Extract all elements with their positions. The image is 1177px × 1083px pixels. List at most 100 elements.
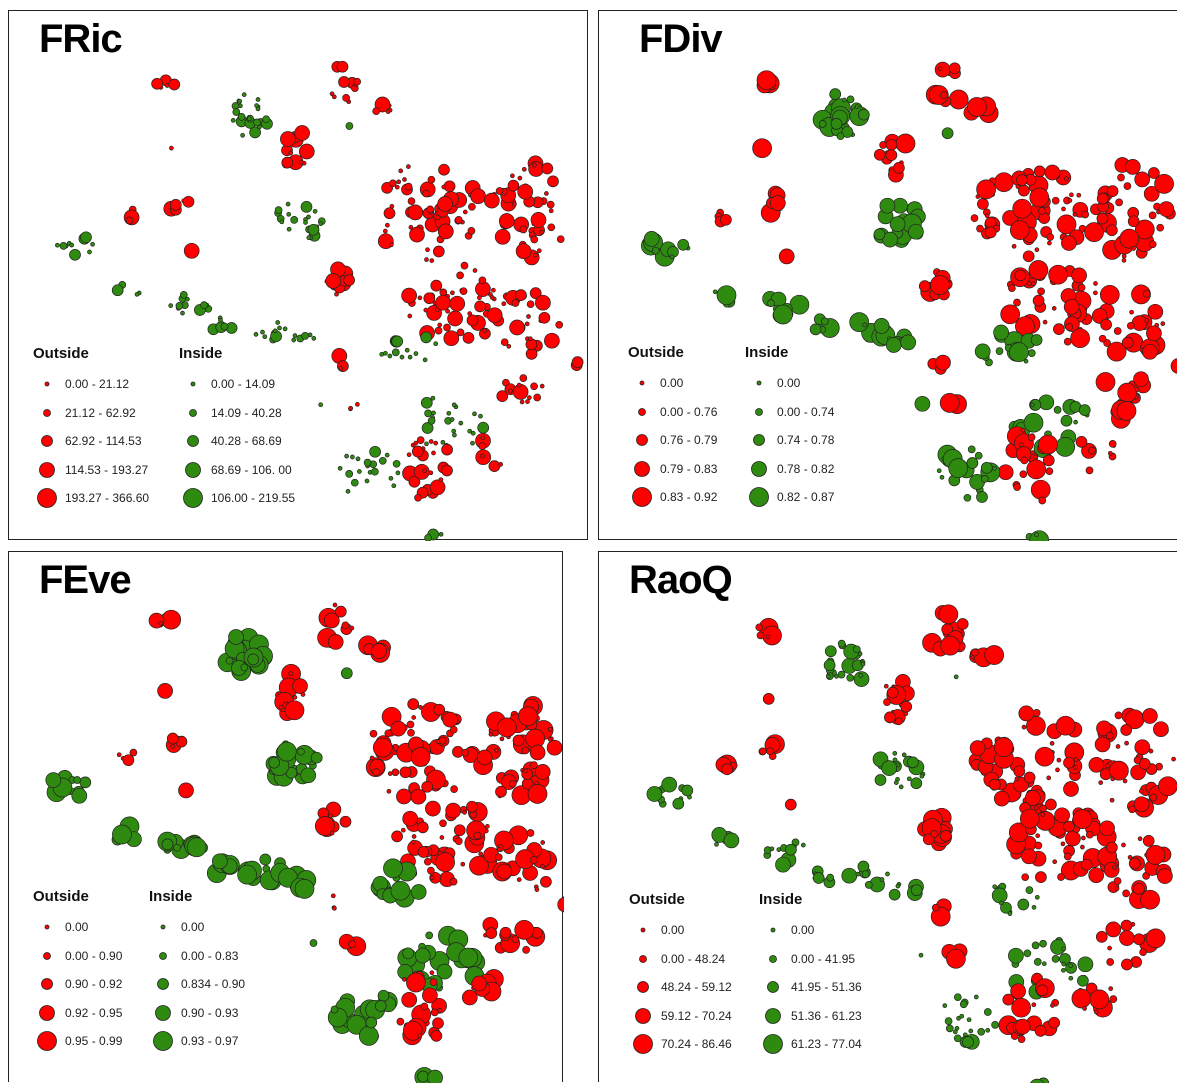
site-marker-inside: [302, 332, 309, 339]
site-marker-outside: [326, 274, 341, 289]
site-marker-outside: [333, 603, 337, 607]
legend-symbol-circle: [754, 435, 765, 446]
site-marker-outside: [539, 230, 543, 234]
site-marker-outside: [411, 789, 426, 804]
site-marker-outside: [1143, 290, 1150, 297]
site-marker-outside: [1043, 320, 1047, 324]
site-marker-inside: [411, 885, 426, 900]
site-marker-inside: [256, 98, 260, 102]
site-marker-inside: [319, 403, 323, 407]
site-marker-inside: [346, 489, 350, 493]
site-marker-inside: [378, 990, 389, 1001]
site-marker-inside: [831, 118, 842, 129]
site-marker-outside: [408, 314, 412, 318]
site-marker-inside: [1040, 940, 1047, 947]
site-marker-outside: [499, 462, 503, 466]
map-panel-fric: FRic Outside 0.00 - 21.12 21.12 - 62.92 …: [8, 10, 588, 540]
legend-symbol-circle: [38, 1032, 57, 1051]
legend-class-row: 0.83 - 0.92: [628, 486, 684, 515]
site-marker-outside: [1100, 821, 1115, 836]
site-marker-outside: [534, 394, 541, 401]
site-marker-inside: [319, 222, 323, 226]
site-marker-inside: [423, 358, 427, 362]
site-marker-outside: [1089, 868, 1104, 883]
site-marker-outside: [395, 185, 399, 189]
map-panel-feve: FEve Outside 0.00 0.00 - 0.90 0.90 - 0.9…: [8, 551, 563, 1082]
site-marker-inside: [865, 881, 872, 888]
site-marker-outside: [474, 832, 481, 839]
site-marker-outside: [1050, 741, 1054, 745]
site-marker-outside: [412, 716, 416, 720]
site-marker-outside: [1073, 810, 1092, 829]
site-marker-outside: [1011, 1033, 1018, 1040]
site-marker-inside: [459, 421, 463, 425]
site-marker-outside: [463, 332, 474, 343]
site-marker-outside: [1029, 261, 1048, 280]
site-marker-outside: [425, 801, 440, 816]
site-marker-outside: [1036, 834, 1040, 838]
site-marker-outside: [473, 269, 477, 273]
legend-class-label: 0.79 - 0.83: [660, 462, 717, 476]
site-marker-inside: [452, 403, 456, 407]
site-marker-inside: [241, 133, 245, 137]
site-marker-outside: [1015, 777, 1019, 781]
site-marker-outside: [720, 214, 731, 225]
site-marker-outside: [1010, 221, 1029, 240]
site-marker-outside: [940, 393, 959, 412]
site-marker-inside: [181, 311, 185, 315]
site-marker-outside: [489, 461, 500, 472]
site-marker-inside: [180, 291, 187, 298]
site-marker-outside: [501, 339, 508, 346]
legend-inside: Inside 0.00 0.00 - 0.74 0.74 - 0.78 0.78…: [745, 344, 788, 515]
site-marker-inside: [1069, 964, 1073, 968]
legend-class-label: 0.00 - 0.74: [777, 405, 834, 419]
legend-symbol-circle: [636, 1008, 651, 1023]
site-marker-outside: [515, 290, 526, 301]
site-marker-outside: [989, 779, 1000, 790]
site-marker-outside: [1021, 428, 1025, 432]
site-marker-outside: [1081, 859, 1092, 870]
legend-symbol: [745, 458, 773, 480]
site-marker-outside: [1081, 836, 1085, 840]
legend-inside: Inside 0.00 0.00 - 41.95 41.95 - 51.36 5…: [759, 891, 802, 1062]
site-marker-inside: [301, 768, 316, 783]
site-marker-inside: [425, 534, 432, 541]
site-marker-inside: [471, 441, 475, 445]
site-marker-outside: [1146, 845, 1165, 864]
site-marker-inside: [403, 948, 414, 959]
site-marker-outside: [440, 820, 447, 827]
site-marker-outside: [499, 214, 514, 229]
site-marker-outside: [390, 204, 394, 208]
site-marker-outside: [481, 436, 485, 440]
legend-class-label: 21.12 - 62.92: [65, 406, 136, 420]
site-marker-outside: [1057, 758, 1061, 762]
legend-symbol-circle: [641, 928, 645, 932]
site-marker-outside: [1049, 1017, 1060, 1028]
site-marker-inside: [801, 843, 805, 847]
site-marker-inside: [60, 242, 67, 249]
site-marker-inside: [162, 839, 173, 850]
site-marker-outside: [1083, 1007, 1087, 1011]
site-marker-outside: [558, 897, 564, 912]
site-marker-outside: [532, 163, 536, 167]
panel-title: FRic: [39, 15, 122, 63]
site-marker-inside: [287, 227, 291, 231]
site-marker-inside: [313, 209, 317, 213]
site-marker-outside: [994, 173, 1013, 192]
site-marker-outside: [544, 333, 559, 348]
site-marker-outside: [1105, 764, 1109, 768]
site-marker-outside: [1094, 1010, 1098, 1014]
legend-class-label: 14.09 - 40.28: [211, 406, 282, 420]
site-marker-outside: [1113, 865, 1117, 869]
site-marker-inside: [1079, 405, 1090, 416]
site-marker-outside: [1134, 797, 1149, 812]
site-marker-outside: [1110, 798, 1114, 802]
legend-class-row: 0.834 - 0.90: [149, 973, 192, 1002]
site-marker-inside: [261, 330, 265, 334]
site-marker-inside: [221, 323, 228, 330]
site-marker-inside: [821, 318, 828, 325]
site-marker-outside: [977, 225, 984, 232]
legend-symbol: [628, 372, 656, 394]
site-marker-inside: [231, 118, 235, 122]
site-marker-inside: [975, 452, 982, 459]
